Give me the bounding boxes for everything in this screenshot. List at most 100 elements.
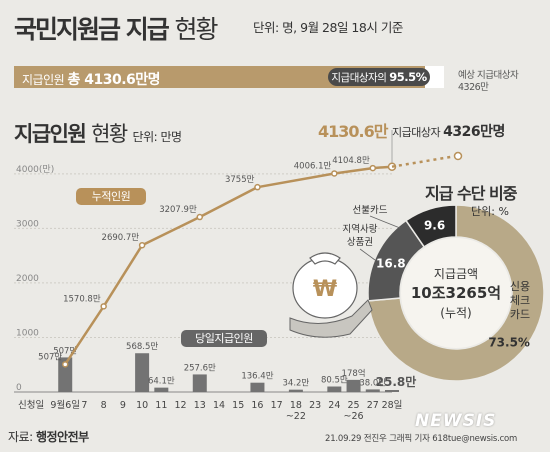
x-tick-label-sub: ~26	[344, 411, 364, 422]
summary-bar-label: 지급인원 총 4130.6만명	[22, 72, 161, 88]
donut-slice-label: 73.5%	[488, 336, 530, 350]
unit-note: 단위: 명, 9월 28일 18시 기준	[253, 20, 403, 35]
daily-bar	[135, 353, 150, 392]
summary-bar-fill	[14, 66, 425, 88]
expected-recipients: 예상 지급대상자 4326만	[458, 70, 519, 93]
donut-callout: 카드	[510, 308, 530, 321]
daily-bar	[154, 387, 169, 392]
donut-unit: 단위: %	[471, 205, 509, 218]
latest-cumulative-value: 4130.6만	[318, 122, 388, 141]
donut-center-line2: 10조3265억	[411, 284, 501, 302]
x-tick-label: 17	[271, 400, 283, 411]
daily-bar-label: 64.1만	[148, 377, 175, 387]
target-dashed-line	[391, 154, 457, 168]
donut-callout: 체크	[510, 294, 530, 307]
x-tick-label: 10	[136, 400, 148, 411]
x-tick-label: 24	[328, 400, 340, 411]
donut-slice	[367, 204, 545, 382]
target-label: 지급대상자 4326만명	[392, 124, 505, 140]
donut-callout: 상품권	[347, 236, 373, 248]
x-tick-label: 18	[290, 400, 302, 411]
daily-bar-label: 507만	[53, 346, 77, 356]
x-tick-label: 9월6일	[50, 399, 80, 411]
donut-center-line1: 지급금액	[434, 267, 478, 281]
cumulative-point	[61, 361, 69, 368]
donut-callout: 선불카드	[353, 205, 388, 216]
donut-callout-leader	[359, 248, 376, 261]
donut-callout-leader	[369, 215, 401, 229]
daily-bar	[346, 379, 361, 392]
donut-callout: 지역사랑	[343, 223, 378, 235]
source-note: 자료: 행정안전부	[8, 430, 89, 444]
page-title: 국민지원금 지급 현황	[14, 15, 218, 44]
donut-slice-label: 16.8	[376, 256, 406, 270]
y-tick-label: 3000	[16, 219, 39, 229]
daily-bar-label: 136.4만	[241, 372, 273, 382]
x-tick-label: 28일	[382, 400, 403, 411]
x-tick-label: 16	[251, 400, 263, 411]
y-tick-label: 2000	[16, 274, 39, 284]
donut-slice	[404, 204, 457, 248]
donut-title: 지급 수단 비중	[425, 184, 517, 203]
x-tick-label: 14	[213, 400, 225, 411]
x-tick-label: 8	[101, 400, 107, 411]
daily-bar	[250, 382, 265, 392]
daily-bar-label: 80.5만	[321, 376, 348, 386]
y-tick-label: 4000(만)	[16, 164, 54, 175]
daily-bar-label: 25.8만	[376, 374, 417, 389]
cumulative-point	[100, 303, 107, 310]
daily-bar-label: 568.5만	[126, 342, 158, 352]
x-tick-label-sub: ~22	[286, 411, 306, 422]
daily-bar-label: 178억	[342, 368, 366, 379]
x-tick-label: 7	[81, 400, 87, 411]
credit-line: 21.09.29 전진우 그래픽 기자 618tue@newsis.com	[325, 434, 518, 444]
x-tick-label: 23	[309, 400, 321, 411]
cumulative-legend-badge: 누적인원	[76, 188, 146, 205]
daily-bar	[385, 390, 399, 392]
hand-icon	[289, 299, 373, 338]
x-tick-label: 27	[367, 400, 379, 411]
x-tick-label: 12	[175, 400, 187, 411]
x-tick-label: 신청일	[18, 400, 44, 411]
cumulative-label: 3207.9만	[159, 205, 197, 215]
y-tick-label: 0	[16, 383, 22, 393]
donut-callout: 신용	[510, 280, 530, 293]
y-tick-label: 1000	[16, 328, 39, 338]
cumulative-point	[331, 170, 338, 177]
daily-bar	[58, 357, 73, 392]
daily-bar	[192, 374, 207, 392]
donut-slice-label: 9.6	[424, 218, 445, 232]
daily-bar	[288, 389, 303, 392]
cumulative-line	[64, 165, 393, 365]
daily-bar	[327, 386, 342, 392]
cumulative-label: 3755만	[225, 175, 255, 185]
target-point	[453, 151, 463, 161]
cumulative-label: 2690.7만	[102, 233, 140, 243]
daily-bar-label: 257.6만	[184, 363, 216, 373]
brand-logo: NEWSIS	[415, 411, 497, 431]
cumulative-label: 4104.8만	[332, 156, 370, 166]
cumulative-label: 507만	[38, 352, 62, 362]
cumulative-point	[254, 183, 261, 191]
x-tick-label: 15	[232, 400, 244, 411]
money-bag-neck-icon	[309, 252, 341, 265]
won-sign-icon: ₩	[313, 277, 337, 302]
donut-center	[401, 238, 511, 348]
daily-bar-label: 34.2만	[283, 379, 310, 389]
daily-bar-label: 38.0만	[359, 378, 386, 388]
x-tick-label: 13	[194, 400, 206, 411]
x-tick-label: 11	[155, 400, 167, 411]
x-tick-label: 9	[120, 400, 126, 411]
cumulative-label: 1570.8만	[63, 294, 101, 304]
chart-subtitle: 지급인원 현황 단위: 만명	[14, 122, 182, 146]
donut-center-line3: (누적)	[440, 306, 471, 320]
daily-legend-badge: 당일지급인원	[181, 330, 267, 347]
x-tick-label: 25	[348, 400, 360, 411]
daily-bar	[365, 389, 380, 392]
cumulative-point	[196, 213, 204, 221]
cumulative-point	[138, 241, 146, 249]
summary-bar-percent-pill: 지급대상자의 95.5%	[328, 68, 430, 86]
cumulative-label: 4006.1만	[294, 161, 332, 171]
